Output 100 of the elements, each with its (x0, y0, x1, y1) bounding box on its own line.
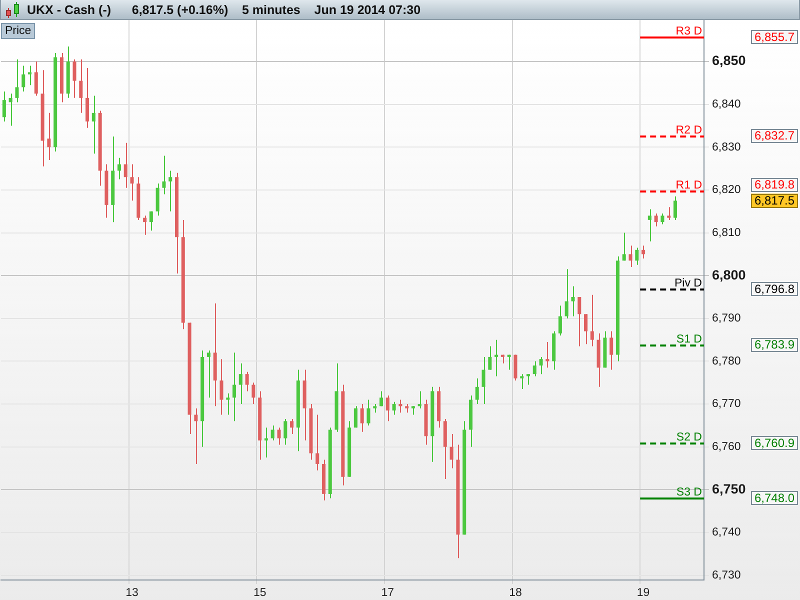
y-tick-label: 6,740 (712, 526, 741, 539)
y-tick-label: 6,780 (712, 355, 741, 368)
candlestick (507, 354, 511, 370)
y-tick-label: 6,760 (712, 441, 741, 454)
candlestick (28, 65, 32, 86)
ref-line-label: S1 D (676, 334, 702, 346)
candlestick (277, 427, 281, 446)
ref-line-label: Piv D (674, 278, 702, 290)
chart-subtitle: 6,817.5 (+0.16%) 5 minutes Jun 19 2014 07:30 (130, 2, 421, 16)
candlestick (667, 206, 671, 220)
candlestick (2, 91, 6, 122)
candlestick (232, 352, 236, 422)
candlestick (86, 67, 90, 128)
x-tick-label: 18 (509, 587, 522, 600)
candlestick (622, 232, 626, 262)
candlestick (206, 350, 210, 398)
text: 6,832.7 (754, 128, 795, 142)
candlestick (539, 356, 543, 375)
candlestick (578, 296, 582, 347)
candlestick (628, 245, 632, 268)
candlestick (149, 210, 153, 232)
candlestick (520, 374, 524, 390)
candlestick (130, 164, 134, 202)
candlestick (488, 346, 492, 370)
text: 6,855.7 (754, 30, 795, 44)
candlestick (168, 170, 172, 212)
candlestick (558, 305, 562, 336)
candlestick (398, 399, 402, 414)
chart-title: UKX - Cash (-) (27, 2, 112, 16)
text: 6,760.9 (754, 436, 795, 450)
text: 6,783.9 (754, 337, 795, 352)
candlestick (220, 358, 224, 416)
ref-line-label: R3 D (676, 26, 702, 38)
candlestick (72, 58, 76, 98)
candlestick (654, 213, 658, 227)
y-tick-label: 6,850 (712, 53, 746, 68)
y-tick-label: 6,770 (712, 398, 741, 410)
candlestick (392, 401, 396, 416)
candlestick (354, 406, 358, 428)
y-tick-label: 6,840 (712, 98, 741, 111)
annotation: Price (1, 23, 36, 39)
candlestick (610, 330, 614, 370)
candlestick (316, 414, 320, 471)
candlestick (79, 58, 83, 114)
candlestick (660, 213, 664, 225)
candlestick (360, 404, 364, 432)
candlestick (226, 392, 230, 416)
x-tick-label: 15 (253, 587, 266, 600)
candlestick (8, 93, 12, 126)
candlestick (143, 215, 147, 236)
x-tick-label: 13 (126, 587, 138, 600)
candlestick (571, 286, 575, 317)
candlestick (270, 424, 274, 441)
candlestick (418, 390, 422, 409)
ref-line-label: R2 D (676, 124, 702, 136)
text: 6,817.5 (754, 193, 795, 208)
y-tick-label: 6,830 (712, 141, 741, 154)
text: 6,819.8 (754, 177, 795, 192)
candlestick (648, 208, 652, 242)
candlestick (482, 356, 486, 405)
candlestick (252, 382, 256, 405)
candlestick (284, 418, 288, 446)
candlestick (117, 157, 121, 180)
candlestick (380, 390, 384, 407)
candlestick (673, 196, 677, 220)
candlestick (584, 314, 588, 345)
x-tick-label: 19 (636, 587, 650, 600)
candlestick (34, 61, 38, 96)
y-tick-label: 6,820 (712, 184, 741, 196)
candlestick (526, 374, 530, 386)
candlestick (47, 112, 51, 160)
y-tick-label: 6,730 (712, 569, 741, 582)
candlestick (590, 294, 594, 347)
candlestick (386, 394, 390, 422)
y-tick-label: 6,750 (712, 481, 746, 496)
candlestick (92, 95, 96, 154)
candlestick (245, 371, 249, 392)
ref-line-label: S3 D (676, 486, 702, 498)
candlestick (642, 245, 646, 259)
candlestick (162, 155, 166, 195)
candlestick (15, 58, 19, 103)
text: 6,748.0 (754, 491, 795, 506)
candlestick (124, 142, 128, 188)
y-tick-label: 6,810 (712, 226, 741, 239)
candlestick (494, 339, 498, 377)
y-tick-label: 6,800 (712, 267, 746, 282)
candlestick (290, 418, 294, 435)
candlestick (532, 360, 536, 377)
candlestick (564, 268, 568, 319)
candlestick (514, 354, 518, 381)
ref-line-label: R1 D (676, 180, 702, 192)
candlestick (264, 427, 268, 458)
candlestick (238, 362, 242, 405)
x-tick-label: 17 (381, 587, 394, 600)
candlestick (475, 378, 479, 405)
candlestick (22, 65, 26, 92)
candlestick (635, 247, 639, 266)
y-tick-label: 6,790 (712, 312, 741, 325)
text: 6,796.8 (754, 282, 795, 296)
ref-line-label: S2 D (676, 432, 702, 444)
